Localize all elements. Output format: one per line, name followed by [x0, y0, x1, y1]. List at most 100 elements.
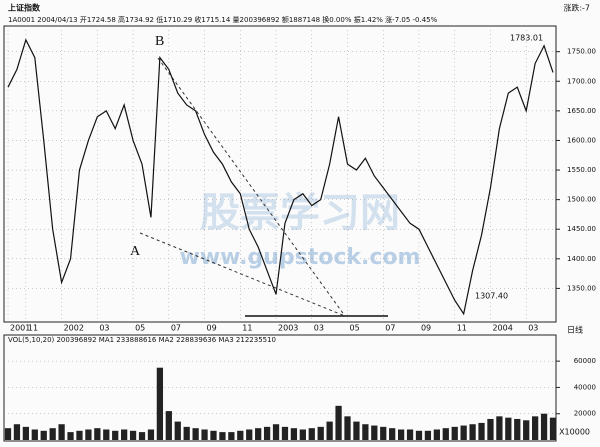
x-tick-label: 09: [421, 324, 431, 333]
volume-bar: [496, 416, 503, 440]
volume-bar: [326, 421, 333, 440]
x-tick-label: 03: [99, 324, 109, 333]
volume-info: VOL(5,10,20) 200396892 MA1 233888616 MA2…: [8, 336, 276, 344]
volume-bar: [228, 432, 235, 440]
y2-tick-label: 20000: [574, 410, 596, 418]
volume-bar: [406, 429, 414, 440]
price-line: [7, 38, 554, 316]
y-tick-label: 1550.00: [567, 166, 596, 174]
volume-bar: [263, 426, 271, 440]
volume-bar: [31, 429, 38, 440]
x-tick-label: 07: [171, 324, 181, 333]
annotation: A: [130, 244, 141, 259]
volume-bar: [424, 430, 432, 440]
volume-bar: [103, 429, 110, 440]
watermark-url: www.gupstock.com: [180, 245, 421, 270]
volume-bar: [112, 430, 119, 440]
volume-bar: [380, 426, 387, 440]
volume-bar: [237, 430, 244, 440]
y-tick-label: 1350.00: [567, 284, 596, 292]
x-tick-label: 11: [28, 324, 38, 333]
volume-bar: [85, 429, 92, 440]
volume-bar: [210, 430, 217, 440]
y-tick-label: 1700.00: [567, 77, 596, 85]
volume-bar: [94, 428, 101, 440]
x-tick-label: 05: [135, 324, 145, 333]
volume-bar: [505, 417, 512, 440]
volume-bar: [308, 428, 315, 440]
volume-bar: [58, 424, 65, 440]
volume-bar: [40, 430, 47, 440]
volume-bar: [121, 429, 128, 440]
volume-bar: [129, 430, 137, 440]
volume-bar: [174, 421, 181, 440]
volume-bar: [478, 422, 485, 440]
annotation: B: [155, 34, 164, 49]
volume-bar: [371, 425, 378, 440]
volume-bar: [397, 429, 405, 440]
watermark: 股票学习网: [200, 190, 400, 236]
volume-bar: [22, 426, 29, 440]
volume-bar: [156, 367, 164, 440]
volume-bar: [192, 428, 199, 440]
volume-bar: [67, 432, 74, 440]
x-tick-label: 09: [207, 324, 217, 333]
volume-bar: [415, 430, 423, 440]
x-tick-label: 11: [242, 324, 252, 333]
y-tick-label: 1400.00: [567, 255, 596, 263]
y-tick-label: 1750.00: [567, 48, 596, 56]
volume-bar: [290, 428, 298, 440]
volume-bar: [255, 428, 262, 440]
trend-line: [139, 232, 346, 317]
annotation: 1783.01: [510, 34, 543, 43]
x-tick-label: 07: [385, 324, 395, 333]
period-label: 日线: [567, 325, 583, 335]
volume-bar: [138, 432, 146, 440]
volume-bar: [201, 429, 208, 440]
trend-line: [157, 57, 346, 317]
y-tick-label: 1450.00: [567, 225, 596, 233]
volume-bar: [540, 413, 548, 440]
volume-bar: [165, 411, 172, 440]
volume-bar: [147, 429, 155, 440]
volume-bar: [76, 430, 83, 440]
volume-bar: [362, 424, 369, 440]
volume-bar: [344, 416, 351, 440]
corner-mark: 涨跌:-7: [563, 3, 590, 13]
volume-bar: [335, 405, 342, 440]
volume-bar: [487, 418, 494, 440]
volume-frame: [3, 334, 557, 442]
volume-bar: [532, 416, 539, 440]
volume-bar: [549, 417, 557, 440]
info-line: 1A0001 2004/04/13 开1724.58 高1734.92 低171…: [8, 15, 438, 24]
x-tick-label: 03: [314, 324, 324, 333]
chart-title: 上证指数: [8, 3, 41, 13]
y-tick-label: 1650.00: [567, 107, 596, 115]
volume-bar: [442, 428, 449, 440]
volume-bar: [469, 424, 476, 440]
volume-unit: X10000: [559, 428, 590, 437]
volume-bar: [281, 426, 289, 440]
volume-bar: [246, 429, 253, 440]
volume-bar: [433, 429, 440, 440]
volume-bar: [317, 426, 324, 440]
volume-bar: [353, 421, 360, 440]
volume-bar: [389, 428, 396, 440]
y-tick-label: 1600.00: [567, 136, 596, 144]
x-tick-label: 2004: [492, 324, 512, 333]
x-tick-label: 2003: [278, 324, 298, 333]
volume-bar: [4, 428, 12, 440]
x-tick-label: 05: [350, 324, 360, 333]
x-tick-label: 2002: [64, 324, 84, 333]
x-tick-label: 11: [457, 324, 467, 333]
volume-bar: [460, 425, 467, 440]
volume-bar: [219, 432, 226, 440]
volume-bar: [514, 418, 521, 440]
price-frame: [3, 25, 557, 323]
y2-tick-label: 40000: [574, 383, 596, 391]
volume-bar: [13, 424, 21, 440]
volume-bar: [49, 428, 56, 440]
y2-tick-label: 60000: [574, 357, 596, 365]
volume-bar: [523, 420, 530, 440]
